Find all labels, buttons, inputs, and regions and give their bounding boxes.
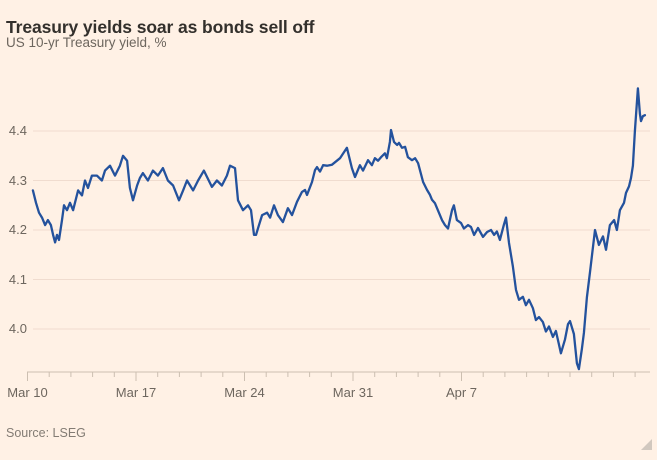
y-axis-tick-label: 4.3: [8, 172, 27, 188]
y-axis-tick-label: 4.1: [8, 271, 27, 287]
source-label: Source: LSEG: [6, 426, 86, 440]
y-axis-tick-label: 4.2: [8, 222, 27, 237]
yield-line: [31, 87, 647, 371]
chart-subtitle: US 10-yr Treasury yield, %: [6, 35, 167, 50]
x-axis-tick-label: Mar 31: [332, 385, 374, 400]
x-axis-tick-label: Mar 17: [115, 385, 157, 400]
x-axis-tick-label: Apr 7: [445, 385, 478, 400]
x-axis-tick-label: Mar 10: [7, 385, 48, 400]
resize-handle-icon[interactable]: [641, 439, 652, 450]
x-axis-tick-label: Mar 24: [224, 385, 265, 400]
y-axis-tick-label: 4.0: [8, 321, 27, 336]
y-axis-tick-label: 4.4: [8, 123, 27, 138]
chart-title: Treasury yields soar as bonds sell off: [6, 16, 315, 37]
